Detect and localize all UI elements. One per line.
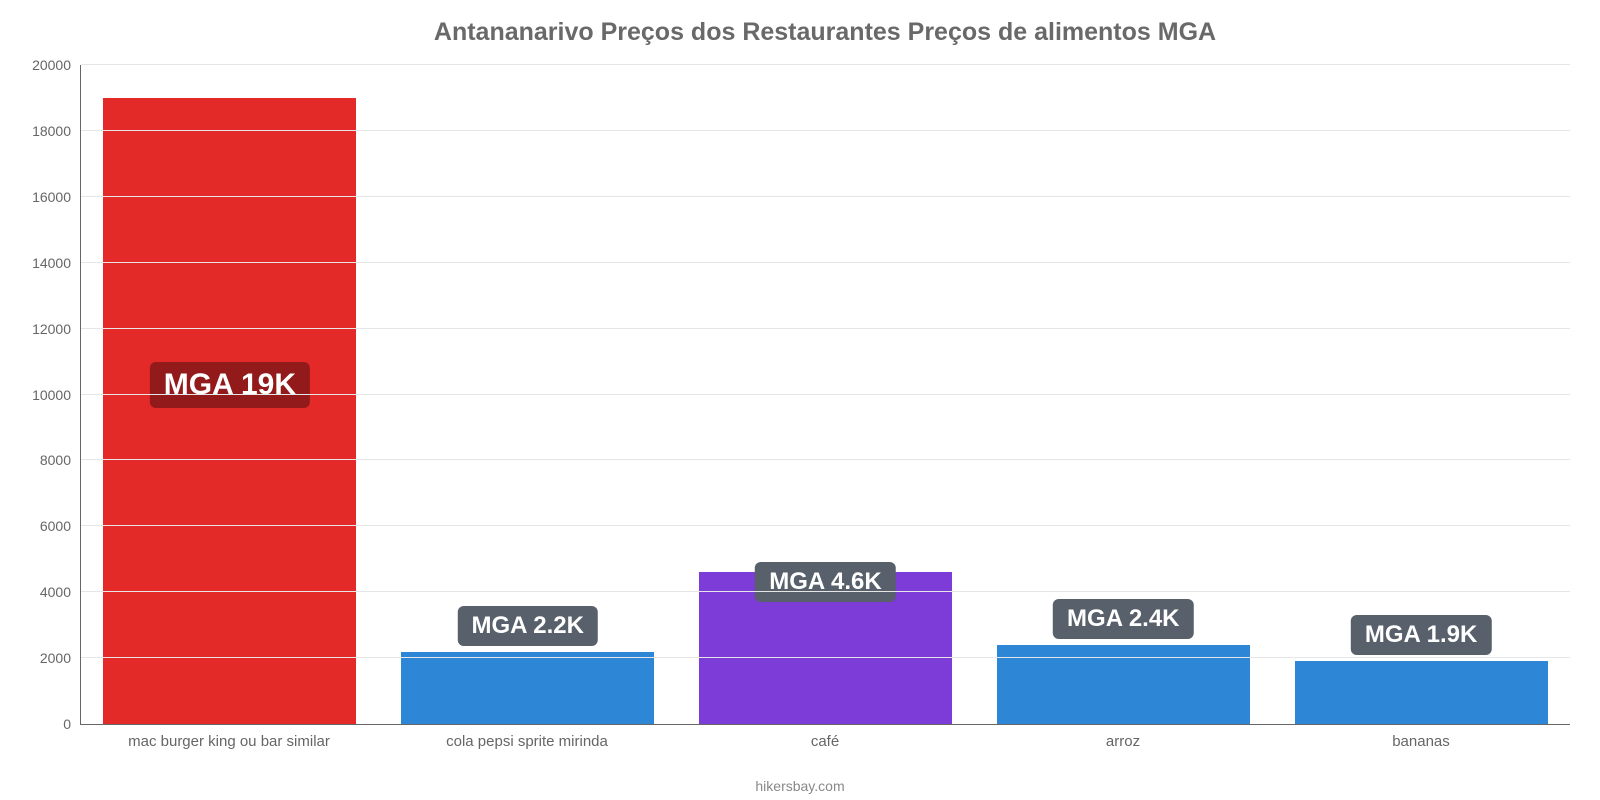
grid-line (81, 591, 1570, 592)
bars-row: MGA 19K MGA 2.2K MGA 4.6K MGA 2.4K MGA 1.9K (81, 65, 1570, 724)
bar-slot: MGA 2.4K (974, 65, 1272, 724)
grid-line (81, 130, 1570, 131)
y-tick-label: 10000 (32, 387, 81, 403)
y-tick-label: 14000 (32, 255, 81, 271)
grid-line (81, 394, 1570, 395)
bar-value-label: MGA 2.4K (1053, 599, 1193, 639)
grid-line (81, 64, 1570, 65)
y-tick-label: 18000 (32, 123, 81, 139)
x-axis-label: arroz (974, 733, 1272, 750)
plot-area: MGA 19KMGA 2.2KMGA 4.6KMGA 2.4KMGA 1.9K … (80, 65, 1570, 725)
y-tick-label: 16000 (32, 189, 81, 205)
grid-line (81, 657, 1570, 658)
bar-slot: MGA 19K (81, 65, 379, 724)
x-axis-label: cola pepsi sprite mirinda (378, 733, 676, 750)
y-tick-label: 20000 (32, 57, 81, 73)
chart-container: Antananarivo Preços dos Restaurantes Pre… (0, 0, 1600, 800)
watermark: hikersbay.com (0, 778, 1600, 794)
bar-slot: MGA 1.9K (1272, 65, 1570, 724)
x-axis-label: mac burger king ou bar similar (80, 733, 378, 750)
grid-line (81, 196, 1570, 197)
x-axis-labels: mac burger king ou bar similarcola pepsi… (80, 733, 1570, 750)
bar-value-label: MGA 4.6K (755, 562, 895, 602)
bar-value-label: MGA 1.9K (1351, 615, 1491, 655)
bar-slot: MGA 2.2K (379, 65, 677, 724)
y-tick-label: 8000 (40, 452, 81, 468)
grid-line (81, 262, 1570, 263)
bar-value-label: MGA 19K (150, 362, 310, 408)
bar-slot: MGA 4.6K (677, 65, 975, 724)
grid-line (81, 525, 1570, 526)
y-tick-label: 12000 (32, 321, 81, 337)
grid-line (81, 328, 1570, 329)
bar: MGA 19K (103, 98, 356, 724)
bar: MGA 4.6K (699, 572, 952, 724)
grid-line (81, 459, 1570, 460)
bar: MGA 1.9K (1295, 661, 1548, 724)
bar: MGA 2.2K (401, 652, 654, 724)
y-tick-label: 4000 (40, 584, 81, 600)
chart-title: Antananarivo Preços dos Restaurantes Pre… (80, 18, 1570, 47)
x-axis-label: café (676, 733, 974, 750)
y-tick-label: 0 (63, 716, 81, 732)
y-tick-label: 2000 (40, 650, 81, 666)
y-tick-label: 6000 (40, 518, 81, 534)
x-axis-label: bananas (1272, 733, 1570, 750)
bar-value-label: MGA 2.2K (457, 606, 597, 646)
